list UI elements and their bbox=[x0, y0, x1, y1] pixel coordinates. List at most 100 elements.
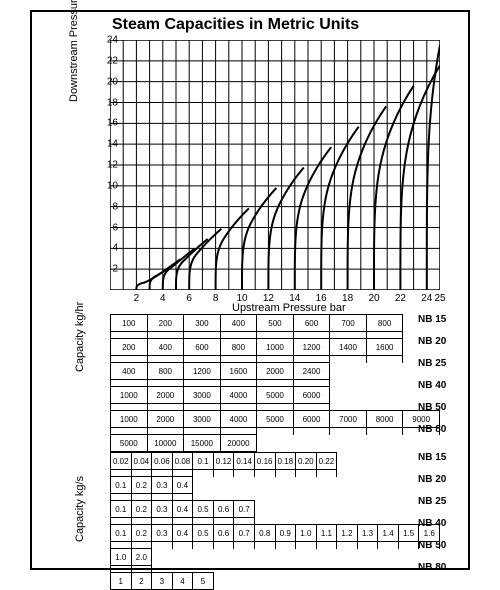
outer-frame: Steam Capacities in Metric Units Downstr… bbox=[30, 10, 470, 570]
table-cell: 1.3 bbox=[357, 525, 378, 542]
table-cell: 0.1 bbox=[111, 525, 132, 542]
nb-label: NB 50 bbox=[418, 402, 446, 413]
x-tick: 24 bbox=[421, 293, 432, 304]
table-cell: 6000 bbox=[293, 387, 330, 404]
table-cell: 5000 bbox=[111, 435, 148, 452]
table-row: 2004006008001000120014001600 bbox=[111, 339, 440, 356]
x-tick: 25 bbox=[434, 293, 445, 304]
table-cell: 800 bbox=[147, 363, 184, 380]
chart-title: Steam Capacities in Metric Units bbox=[112, 16, 359, 34]
table-cell: 1.0 bbox=[296, 525, 317, 542]
table-cell: 2000 bbox=[147, 387, 184, 404]
table-cell: 0.4 bbox=[172, 501, 193, 518]
table-cell: 2400 bbox=[293, 363, 330, 380]
table-cell: 0.20 bbox=[296, 453, 317, 470]
nb-label: NB 15 bbox=[418, 452, 446, 463]
x-tick: 8 bbox=[213, 293, 219, 304]
table-cell: 0.2 bbox=[131, 477, 152, 494]
table-cell: 1600 bbox=[220, 363, 257, 380]
table-cell: 0.16 bbox=[254, 453, 275, 470]
table-cell: 20000 bbox=[220, 435, 257, 452]
capacity-kghr-table: 1002003004005006007008002004006008001000… bbox=[110, 314, 440, 452]
y-tick: 18 bbox=[98, 97, 118, 108]
table-cell: 1000 bbox=[111, 387, 148, 404]
table-cell: 0.14 bbox=[234, 453, 255, 470]
capacity-kghr-label: Capacity kg/hr bbox=[74, 302, 86, 372]
table-cell: 8000 bbox=[366, 411, 403, 428]
table-cell: 1.4 bbox=[378, 525, 399, 542]
x-tick: 6 bbox=[186, 293, 192, 304]
x-tick: 2 bbox=[134, 293, 140, 304]
y-tick: 6 bbox=[98, 222, 118, 233]
table-cell: 4000 bbox=[220, 387, 257, 404]
table-cell: 0.1 bbox=[111, 477, 132, 494]
table-cell: 0.06 bbox=[152, 453, 173, 470]
table-row: 0.10.20.30.4 bbox=[111, 477, 440, 494]
x-tick: 14 bbox=[289, 293, 300, 304]
table-cell: 5000 bbox=[257, 387, 294, 404]
table-cell: 400 bbox=[111, 363, 148, 380]
pressure-chart: 2468101214161820222424681012141618202224… bbox=[110, 40, 440, 290]
table-cell: 800 bbox=[220, 339, 257, 356]
table-cell: 0.5 bbox=[193, 525, 214, 542]
table-cell: 15000 bbox=[184, 435, 221, 452]
table-row: 4008001200160020002400 bbox=[111, 363, 440, 380]
table-cell: 1400 bbox=[330, 339, 367, 356]
page: Steam Capacities in Metric Units Downstr… bbox=[0, 0, 500, 587]
table-cell: 0.3 bbox=[152, 477, 173, 494]
table-cell: 0.1 bbox=[193, 453, 214, 470]
x-tick: 10 bbox=[236, 293, 247, 304]
table-cell: 1.0 bbox=[111, 549, 132, 566]
nb-label: NB 20 bbox=[418, 336, 446, 347]
table-cell: 2.0 bbox=[131, 549, 152, 566]
table-cell: 0.08 bbox=[172, 453, 193, 470]
table-cell: 0.6 bbox=[213, 525, 234, 542]
y-tick: 20 bbox=[98, 76, 118, 87]
nb-label: NB 20 bbox=[418, 474, 446, 485]
table-cell: 7000 bbox=[330, 411, 367, 428]
table-row: 100020003000400050006000700080009000 bbox=[111, 411, 440, 428]
x-tick: 4 bbox=[160, 293, 166, 304]
table-row: 100020003000400050006000 bbox=[111, 387, 440, 404]
table-cell: 0.2 bbox=[131, 525, 152, 542]
y-tick: 10 bbox=[98, 180, 118, 191]
table-cell: 0.3 bbox=[152, 501, 173, 518]
y-tick: 2 bbox=[98, 264, 118, 275]
table-cell: 0.22 bbox=[316, 453, 337, 470]
table-cell: 100 bbox=[111, 315, 148, 332]
nb-label: NB 40 bbox=[418, 518, 446, 529]
table-cell: 800 bbox=[366, 315, 403, 332]
table-cell: 200 bbox=[111, 339, 148, 356]
table-row: 1.02.0 bbox=[111, 549, 440, 566]
nb-label: NB 40 bbox=[418, 380, 446, 391]
table-row: 0.10.20.30.40.50.60.7 bbox=[111, 501, 440, 518]
nb-label: NB 80 bbox=[418, 424, 446, 435]
table-cell: 1200 bbox=[293, 339, 330, 356]
table-cell: 0.4 bbox=[172, 477, 193, 494]
table-cell: 400 bbox=[147, 339, 184, 356]
nb-label: NB 25 bbox=[418, 496, 446, 507]
x-tick: 16 bbox=[316, 293, 327, 304]
y-tick: 14 bbox=[98, 139, 118, 150]
table-cell: 2000 bbox=[147, 411, 184, 428]
table-cell: 3000 bbox=[184, 411, 221, 428]
nb-label: NB 50 bbox=[418, 540, 446, 551]
y-tick: 24 bbox=[98, 35, 118, 46]
capacity-kgs-label: Capacity kg/s bbox=[74, 476, 86, 542]
y-axis-label: Downstream Pressure bar bbox=[68, 0, 80, 102]
table-cell: 4000 bbox=[220, 411, 257, 428]
table-cell: 600 bbox=[184, 339, 221, 356]
table-cell: 3000 bbox=[184, 387, 221, 404]
y-tick: 22 bbox=[98, 55, 118, 66]
table-cell: 6000 bbox=[293, 411, 330, 428]
table-cell: 10000 bbox=[147, 435, 184, 452]
x-tick: 12 bbox=[263, 293, 274, 304]
nb-label: NB 15 bbox=[418, 314, 446, 325]
table-cell: 0.8 bbox=[254, 525, 275, 542]
table-cell: 0.6 bbox=[213, 501, 234, 518]
y-tick: 8 bbox=[98, 201, 118, 212]
table-cell: 400 bbox=[220, 315, 257, 332]
x-tick: 18 bbox=[342, 293, 353, 304]
table-cell: 1000 bbox=[257, 339, 294, 356]
table-cell: 0.12 bbox=[213, 453, 234, 470]
